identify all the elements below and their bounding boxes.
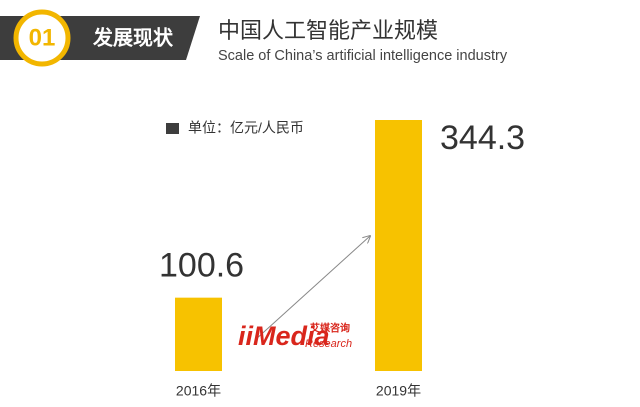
value-label: 344.3 xyxy=(440,119,525,157)
watermark-brand: iiMedia xyxy=(238,321,330,351)
unit-swatch xyxy=(166,123,179,134)
chart-subtitle: Scale of China’s artificial intelligence… xyxy=(218,48,508,64)
badge-ring xyxy=(13,9,71,67)
unit-label: 单位：亿元/人民币 xyxy=(188,120,304,136)
value-label: 100.6 xyxy=(159,247,244,285)
watermark-cn: 艾媒咨询 xyxy=(310,322,350,335)
x-tick-label: 2019年 xyxy=(376,383,421,399)
chart-title: 中国人工智能产业规模 xyxy=(218,18,438,43)
badge-number: 01 xyxy=(29,24,56,51)
x-tick-label: 2016年 xyxy=(176,383,221,399)
section-title: 发展现状 xyxy=(92,25,174,49)
watermark-en: Research xyxy=(305,338,352,350)
bar xyxy=(375,120,422,371)
growth-arrow xyxy=(254,236,370,341)
bar xyxy=(175,297,222,371)
